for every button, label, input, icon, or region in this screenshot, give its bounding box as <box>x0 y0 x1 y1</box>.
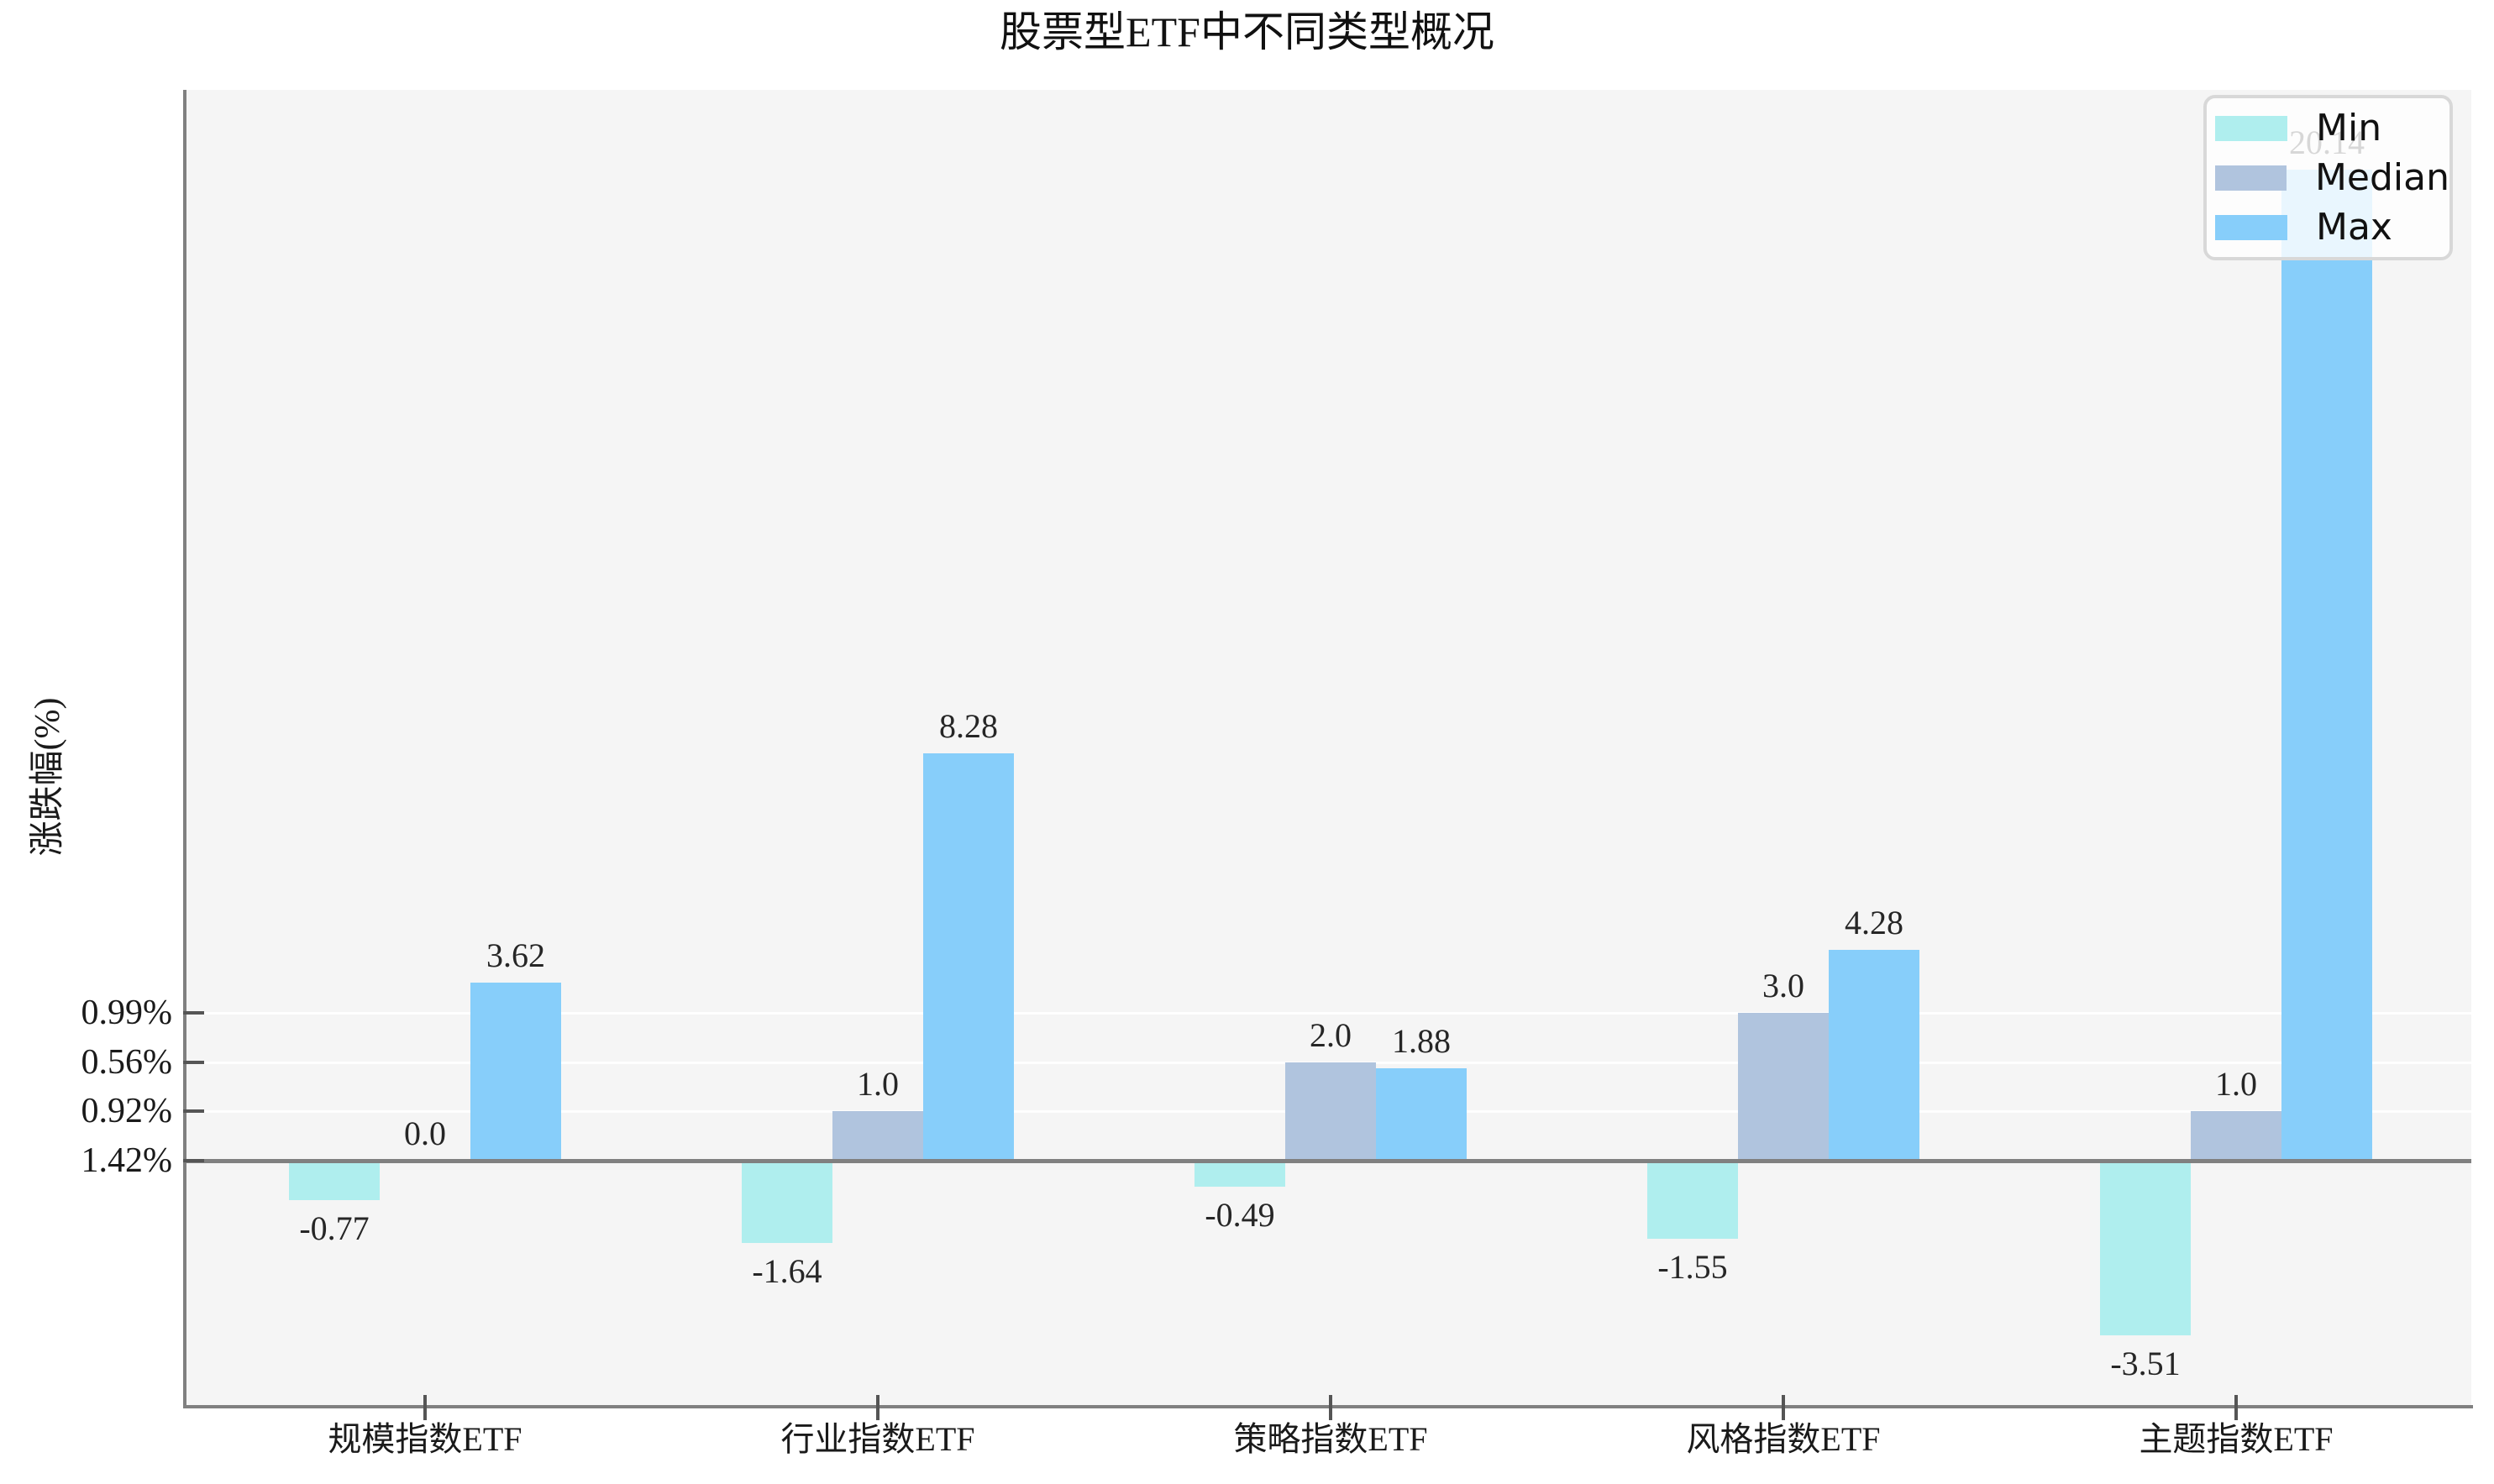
value-label-median-3: 3.0 <box>1762 967 1804 1005</box>
y-tick-label: 0.92% <box>81 1092 173 1131</box>
y-axis-label: 涨跌幅(%) <box>29 697 67 857</box>
x-tick-label: 策略指数ETF <box>1233 1420 1428 1458</box>
gridline <box>185 1012 2471 1015</box>
value-label-min-2: -0.49 <box>1205 1195 1275 1234</box>
value-label-median-2: 2.0 <box>1310 1015 1352 1054</box>
y-tick-mark <box>183 1109 204 1114</box>
bar-max-3 <box>1829 950 1919 1161</box>
x-tick-mark <box>1782 1395 1785 1420</box>
bar-min-0 <box>289 1162 380 1201</box>
value-label-max-3: 4.28 <box>1845 904 1903 942</box>
legend-label-max: Max <box>2316 205 2392 249</box>
legend-label-min: Min <box>2316 106 2382 149</box>
median-color-swatch <box>2215 165 2287 191</box>
chart-title: 股票型ETF中不同类型概况 <box>1000 8 1494 55</box>
bar-max-4 <box>2281 169 2372 1161</box>
legend-item-median: Median <box>2207 155 2449 199</box>
y-tick-label: 0.56% <box>81 1042 173 1082</box>
value-label-max-0: 3.62 <box>486 936 545 974</box>
value-label-min-0: -0.77 <box>299 1209 370 1248</box>
x-axis-spine <box>183 1405 2473 1408</box>
value-label-min-3: -1.55 <box>1657 1247 1728 1286</box>
x-tick-label: 风格指数ETF <box>1686 1420 1881 1458</box>
value-label-min-1: -1.64 <box>752 1252 822 1291</box>
value-label-median-1: 1.0 <box>857 1065 899 1104</box>
bar-median-3 <box>1738 1013 1829 1161</box>
x-tick-label: 规模指数ETF <box>328 1420 522 1458</box>
bar-max-1 <box>923 752 1014 1161</box>
x-tick-mark <box>876 1395 879 1420</box>
x-tick-label: 主题指数ETF <box>2139 1420 2334 1458</box>
bar-median-1 <box>832 1111 923 1161</box>
value-label-max-2: 1.88 <box>1392 1021 1451 1060</box>
x-tick-mark <box>423 1395 427 1420</box>
legend-item-min: Min <box>2207 106 2449 149</box>
bar-min-4 <box>2100 1162 2191 1335</box>
value-label-median-4: 1.0 <box>2215 1065 2257 1104</box>
max-color-swatch <box>2215 214 2287 240</box>
value-label-max-1: 8.28 <box>939 706 998 745</box>
x-tick-mark <box>2234 1395 2238 1420</box>
y-tick-label: 1.42% <box>81 1141 173 1180</box>
y-tick-mark <box>183 1060 204 1064</box>
bar-min-3 <box>1647 1162 1738 1239</box>
y-tick-mark <box>183 1159 204 1162</box>
y-axis-spine <box>183 90 186 1408</box>
bar-median-2 <box>1285 1062 1376 1161</box>
legend: Min Median Max <box>2203 95 2453 260</box>
y-tick-label: 0.99% <box>81 994 173 1033</box>
bar-min-1 <box>742 1162 832 1244</box>
value-label-median-0: 0.0 <box>404 1114 446 1152</box>
x-tick-label: 行业指数ETF <box>780 1420 975 1458</box>
legend-label-median: Median <box>2314 155 2449 199</box>
y-tick-mark <box>183 1011 204 1015</box>
plot-area <box>185 90 2471 1405</box>
legend-item-max: Max <box>2207 207 2449 248</box>
bar-max-0 <box>470 982 561 1161</box>
value-label-min-4: -3.51 <box>2110 1344 2181 1382</box>
x-tick-mark <box>1329 1395 1332 1420</box>
bar-min-2 <box>1194 1162 1285 1187</box>
bar-max-2 <box>1376 1067 1467 1161</box>
min-color-swatch <box>2215 115 2287 141</box>
bar-median-4 <box>2191 1111 2281 1161</box>
zero-baseline <box>185 1159 2471 1163</box>
